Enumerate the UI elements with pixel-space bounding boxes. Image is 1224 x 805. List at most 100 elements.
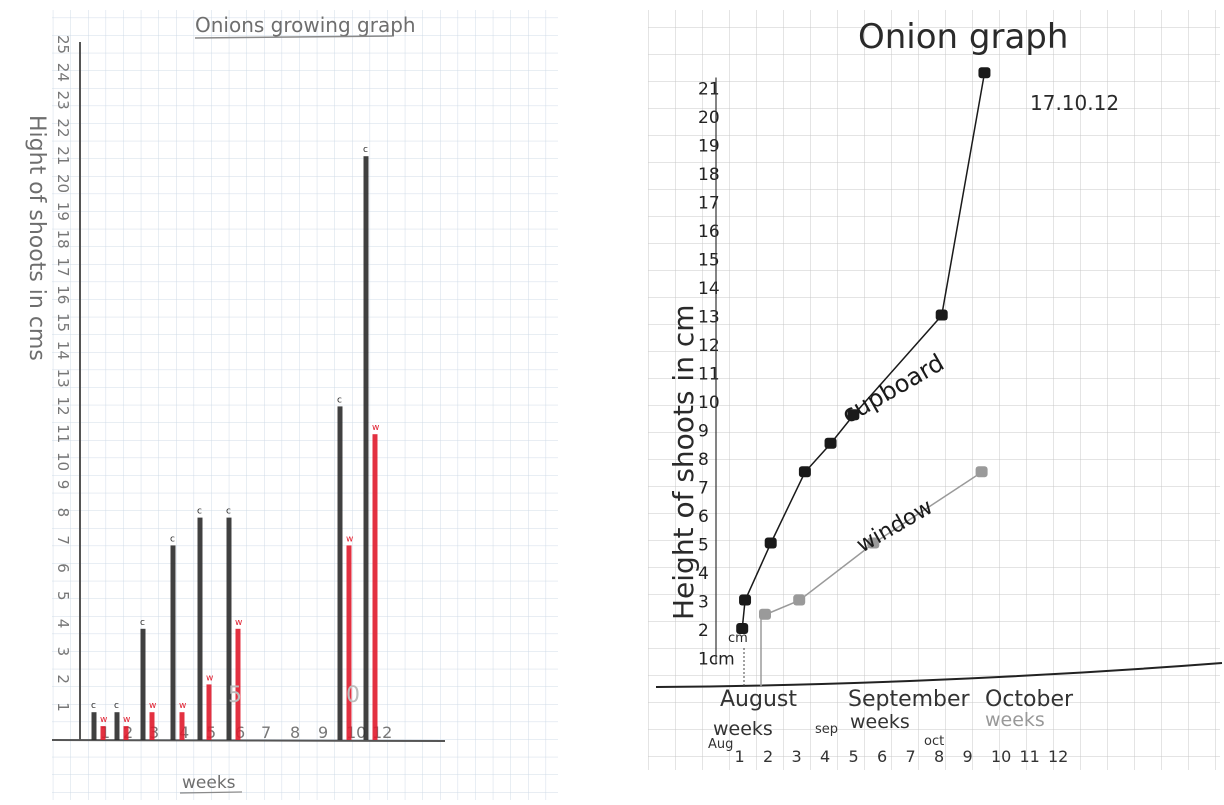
left-y-tick-label: 4	[54, 619, 72, 629]
left-bar-w	[100, 726, 106, 740]
faint-digit-5: 5	[228, 683, 242, 708]
right-y-tick-label: 4	[698, 564, 709, 584]
left-y-tick-label: 17	[54, 257, 72, 276]
left-y-tick-label: 10	[54, 452, 72, 471]
right-x-tick-label: 4	[820, 747, 830, 766]
right-y-axis-label: Height of shoots in cm	[667, 304, 700, 620]
right-point-window	[793, 594, 806, 606]
right-month-label: August	[720, 687, 797, 712]
right-x-tick-label: 8	[934, 747, 944, 766]
left-x-tick-label: 9	[318, 723, 328, 742]
right-y-tick-label: 17	[698, 194, 720, 214]
left-y-tick-label: 12	[54, 396, 72, 415]
left-y-tick-label: 24	[54, 63, 72, 82]
right-point-cupboard	[739, 594, 752, 606]
left-bar-w	[149, 712, 155, 740]
right-line-window	[764, 471, 983, 616]
right-point-cupboard	[764, 537, 777, 549]
right-line-cupboard	[741, 73, 986, 630]
left-y-tick-label: 3	[54, 647, 72, 657]
left-bar-label-c: c	[91, 701, 96, 711]
right-y-tick-label: 14	[698, 279, 720, 299]
right-x-tick-label: 12	[1048, 747, 1068, 766]
left-bar-label-c: c	[226, 507, 231, 517]
left-x-tick-label: 7	[261, 723, 271, 742]
left-bar-c	[337, 406, 343, 740]
left-bar-label-c: c	[140, 618, 145, 628]
left-y-tick-label: 16	[54, 285, 72, 304]
left-y-tick-label: 25	[54, 35, 72, 54]
right-point-cupboard	[736, 623, 749, 634]
right-point-cupboard	[847, 409, 860, 421]
left-bar-w	[346, 545, 352, 740]
right-y-tick-label: 3	[698, 593, 709, 613]
left-bar-w	[206, 684, 212, 740]
right-y-tick-label: 18	[698, 165, 720, 185]
left-bar-label-w: w	[372, 423, 379, 433]
left-x-axis	[51, 739, 446, 742]
left-bar-label-w: w	[206, 673, 213, 683]
right-y-tick-label: 2	[698, 621, 709, 641]
left-bar-label-c: c	[363, 145, 368, 155]
left-bar-label-w: w	[100, 715, 107, 725]
right-x-month-abbrev: sep	[815, 722, 838, 737]
right-chart-title: Onion graph	[858, 17, 1068, 57]
left-y-tick-label: 22	[54, 118, 72, 137]
cm-annotation: cm	[728, 631, 748, 646]
right-x-tick-label: 2	[763, 747, 773, 766]
left-bar-label-c: c	[114, 701, 119, 711]
right-y-tick-label: 6	[698, 507, 709, 527]
right-week-label: weeks	[713, 718, 773, 740]
right-y-tick-label: 20	[698, 108, 720, 128]
left-bar-w	[372, 434, 378, 740]
left-bar-label-c: c	[170, 534, 175, 544]
left-bar-c	[114, 712, 120, 740]
left-bar-label-w: w	[179, 701, 186, 711]
right-y-tick-label: 12	[698, 336, 720, 356]
onion-graph: Onion graph Height of shoots in cm 1cm23…	[648, 10, 1223, 770]
left-y-tick-label: 21	[54, 146, 72, 165]
right-y-tick-label: 7	[698, 479, 709, 499]
left-y-tick-label: 23	[54, 91, 72, 110]
right-y-tick-label: 8	[698, 450, 709, 470]
left-bar-c	[91, 712, 97, 740]
left-bar-w	[235, 628, 241, 740]
right-y-tick-label: 9	[698, 422, 709, 442]
left-y-tick-label: 8	[54, 508, 72, 518]
left-y-tick-label: 11	[54, 424, 72, 443]
right-x-tick-label: 10	[991, 747, 1011, 766]
right-week-label: weeks	[850, 711, 910, 733]
right-x-tick-label: 11	[1020, 747, 1040, 766]
right-x-tick-label: 1	[735, 747, 745, 766]
left-x-tick-label: 8	[290, 723, 300, 742]
left-bar-c	[363, 156, 369, 740]
right-y-tick-label: 16	[698, 222, 720, 242]
left-y-tick-label: 13	[54, 369, 72, 388]
left-bar-label-w: w	[235, 618, 242, 628]
left-bar-c	[140, 628, 146, 740]
right-y-tick-label: 11	[698, 365, 720, 385]
right-x-tick-label: 7	[906, 747, 916, 766]
left-y-tick-label: 15	[54, 313, 72, 332]
left-chart-title: Onions growing graph	[195, 13, 416, 37]
left-x-label-underline	[179, 791, 243, 794]
right-point-window	[867, 537, 880, 549]
right-x-tick-label: 6	[877, 747, 887, 766]
onions-growing-graph: Onions growing graph Hight of shoots in …	[24, 10, 558, 800]
left-bar-label-c: c	[197, 507, 202, 517]
right-point-window	[975, 466, 988, 478]
left-y-tick-label: 1	[54, 702, 72, 712]
left-y-tick-label: 7	[54, 535, 72, 545]
right-x-axis	[655, 662, 1223, 688]
right-month-label: October	[985, 687, 1074, 712]
graph-paper-right	[648, 10, 1220, 770]
right-x-tick-label: 9	[963, 747, 973, 766]
left-bar-w	[123, 726, 129, 740]
right-x-month-abbrev: oct	[924, 734, 944, 749]
left-bar-c	[226, 517, 232, 740]
right-x-tick-label: 3	[792, 747, 802, 766]
right-x-tick-label: 5	[849, 747, 859, 766]
